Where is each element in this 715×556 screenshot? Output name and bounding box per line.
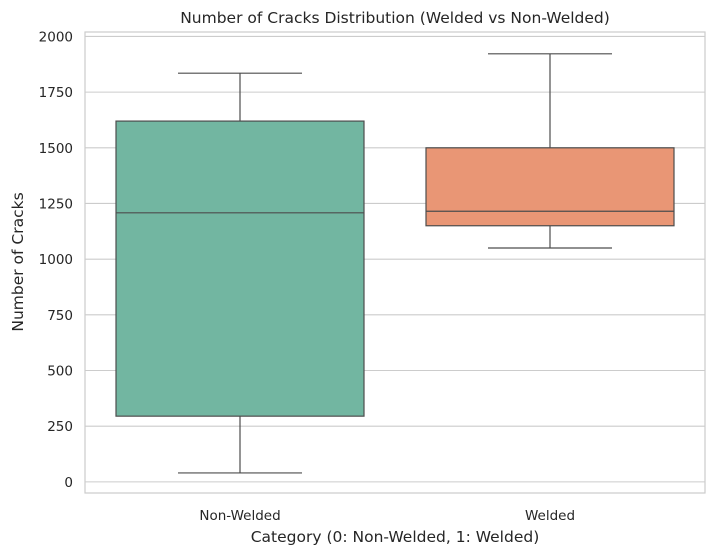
y-tick-label: 1750 [39,85,73,101]
x-axis-title: Category (0: Non-Welded, 1: Welded) [251,528,540,546]
box-non-welded [115,72,365,474]
x-tick-label: Non-Welded [199,508,280,524]
y-tick-label: 750 [47,308,73,324]
y-tick-label: 2000 [39,29,73,45]
y-axis-title: Number of Cracks [9,192,27,331]
y-tick-labels: 0 250 500 750 1000 1250 1500 1750 2000 [39,29,73,490]
y-tick-label: 250 [47,419,73,435]
y-tick-label: 1500 [39,141,73,157]
y-tick-label: 1000 [39,252,73,268]
iqr-box [425,147,675,227]
x-tick-label: Welded [525,508,575,524]
x-tick-labels: Non-Welded Welded [199,508,575,524]
iqr-box [115,120,365,417]
y-tick-label: 0 [64,475,73,491]
y-tick-label: 500 [47,364,73,380]
y-tick-label: 1250 [39,196,73,212]
boxes [115,53,675,474]
box-welded [425,53,675,249]
chart-title: Number of Cracks Distribution (Welded vs… [180,9,610,27]
